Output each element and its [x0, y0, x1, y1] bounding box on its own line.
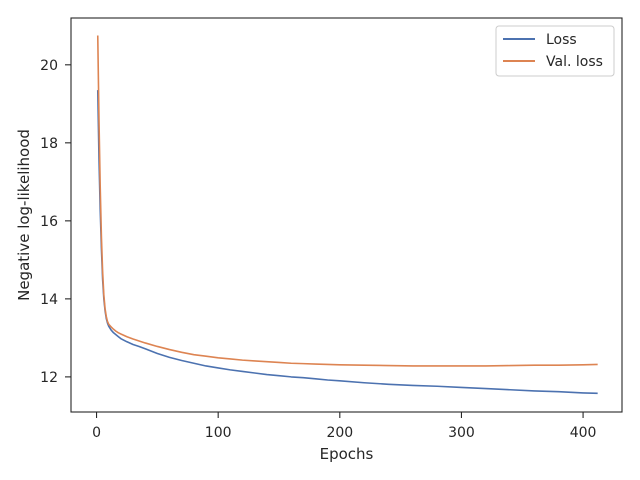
plot-area [70, 17, 623, 413]
x-tick-label: 200 [326, 425, 353, 441]
y-tick-label: 14 [40, 292, 58, 308]
legend-label-val-loss: Val. loss [546, 54, 603, 70]
y-tick-label: 20 [40, 58, 58, 74]
x-tick-label: 100 [205, 425, 232, 441]
y-tick-label: 18 [40, 136, 58, 152]
series-line-val-loss [96, 35, 598, 367]
series-layer [96, 35, 598, 395]
x-tick-label: 0 [92, 425, 101, 441]
y-tick-label: 12 [40, 370, 58, 386]
ticks-layer: 0 100 200 300 400 12 14 16 18 20 [40, 58, 596, 441]
x-axis-label: Epochs [320, 445, 374, 463]
y-axis-label: Negative log-likelihood [15, 129, 33, 301]
y-tick-label: 16 [40, 214, 58, 230]
legend: Loss Val. loss [495, 25, 615, 77]
legend-label-loss: Loss [546, 32, 577, 48]
x-tick-label: 400 [570, 425, 597, 441]
x-tick-label: 300 [448, 425, 475, 441]
